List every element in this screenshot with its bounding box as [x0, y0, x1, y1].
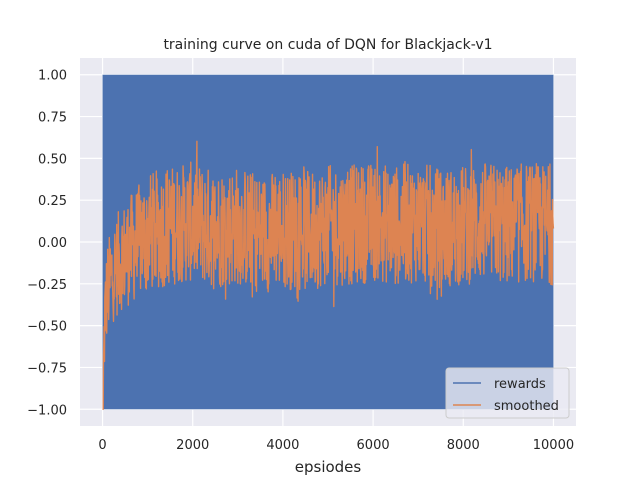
- legend-label-rewards: rewards: [494, 377, 546, 392]
- y-tick-label: −0.50: [27, 320, 67, 335]
- x-tick-label: 6000: [357, 438, 390, 453]
- series-layer: [102, 74, 555, 410]
- y-tick-label: 0.00: [38, 236, 67, 251]
- y-tick-label: −0.75: [27, 361, 67, 376]
- legend: rewards smoothed: [445, 367, 570, 419]
- x-tick-label: 4000: [266, 438, 299, 453]
- y-tick-labels: −1.00 −0.75 −0.50 −0.25 0.00 0.25 0.50 0.75 1.00: [27, 69, 67, 419]
- x-tick-labels: 0 2000 4000 6000 8000 10000: [98, 438, 574, 453]
- y-tick-label: 1.00: [38, 69, 67, 84]
- x-tick-label: 8000: [447, 438, 480, 453]
- x-axis-label: epsiodes: [295, 458, 362, 476]
- x-tick-label: 10000: [533, 438, 574, 453]
- x-tick-label: 2000: [176, 438, 209, 453]
- y-tick-label: −1.00: [27, 403, 67, 418]
- y-tick-label: 0.75: [38, 111, 67, 126]
- smoothed-series-line: [102, 140, 555, 410]
- legend-label-smoothed: smoothed: [494, 399, 559, 414]
- chart-title: training curve on cuda of DQN for Blackj…: [163, 37, 492, 53]
- y-tick-label: 0.25: [38, 194, 67, 209]
- x-tick-label: 0: [98, 438, 106, 453]
- y-tick-label: 0.50: [38, 152, 67, 167]
- y-tick-label: −0.25: [27, 278, 67, 293]
